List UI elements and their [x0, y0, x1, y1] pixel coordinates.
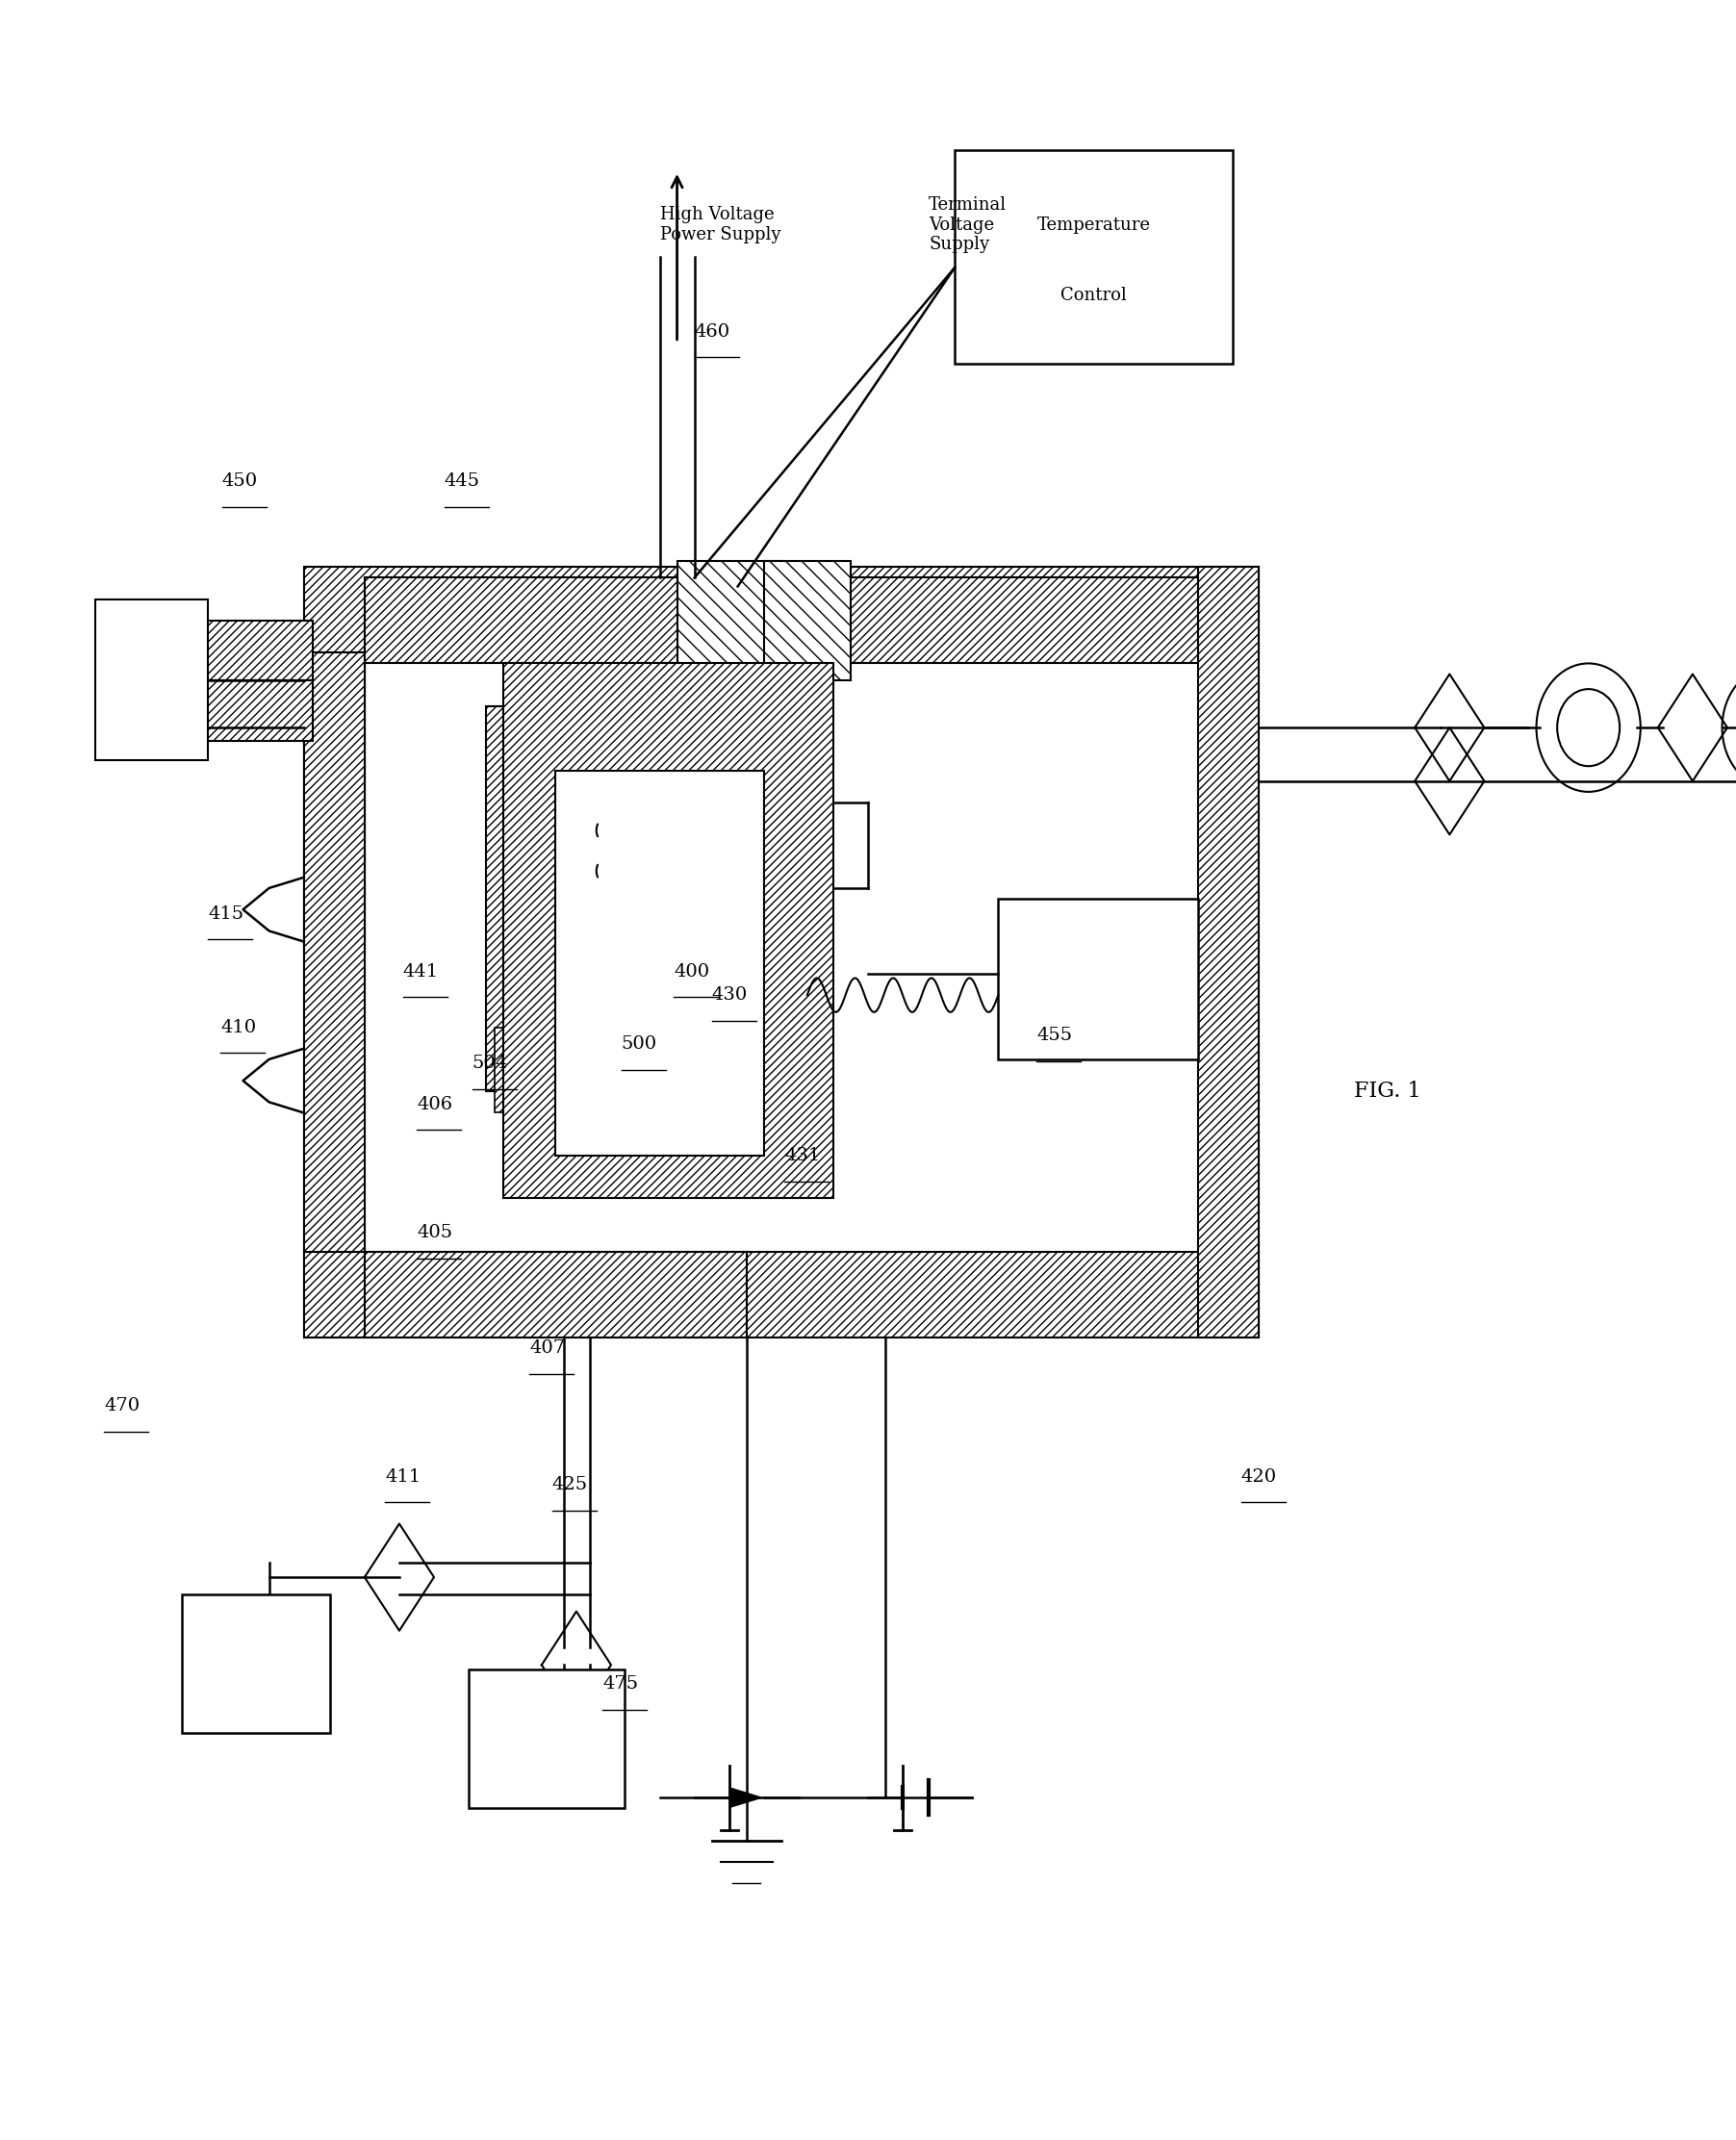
Bar: [503, 663, 833, 1198]
Text: 425: 425: [552, 1477, 589, 1494]
Text: 500: 500: [621, 1036, 658, 1053]
Bar: [200, 681, 312, 740]
Text: 400: 400: [674, 963, 710, 980]
Bar: [486, 706, 799, 1091]
Bar: [365, 578, 1198, 663]
Text: 445: 445: [444, 473, 481, 490]
Bar: [304, 653, 365, 1338]
Polygon shape: [729, 1787, 764, 1808]
Bar: [200, 621, 312, 681]
Bar: [556, 770, 764, 1156]
Bar: [521, 760, 729, 1059]
Bar: [304, 653, 365, 952]
Circle shape: [1557, 689, 1620, 766]
Text: 470: 470: [104, 1397, 141, 1415]
Text: 406: 406: [417, 1096, 453, 1113]
Text: High Voltage
Power Supply: High Voltage Power Supply: [660, 205, 781, 244]
Text: 455: 455: [1036, 1027, 1073, 1044]
Bar: [1198, 567, 1259, 1338]
Bar: [764, 561, 851, 681]
Text: 431: 431: [785, 1147, 821, 1164]
Bar: [599, 1027, 703, 1113]
Bar: [182, 1594, 330, 1733]
Bar: [304, 567, 1259, 653]
Circle shape: [1722, 668, 1736, 788]
Bar: [955, 150, 1233, 364]
Text: Terminal
Voltage
Supply: Terminal Voltage Supply: [929, 197, 1007, 253]
Text: Temperature: Temperature: [1036, 216, 1151, 233]
Bar: [998, 899, 1198, 1059]
Text: 411: 411: [385, 1468, 422, 1485]
Text: 450: 450: [222, 473, 259, 490]
Text: 407: 407: [529, 1340, 566, 1357]
Text: 415: 415: [208, 905, 245, 922]
Bar: [95, 599, 208, 760]
Bar: [556, 802, 712, 1038]
Text: 460: 460: [694, 323, 731, 340]
Bar: [365, 1252, 746, 1338]
Bar: [304, 1252, 1259, 1338]
Bar: [469, 1669, 625, 1808]
Text: 475: 475: [602, 1676, 639, 1693]
Text: FIG. 1: FIG. 1: [1354, 1081, 1422, 1102]
Bar: [495, 1027, 547, 1113]
Text: 430: 430: [712, 987, 748, 1004]
Text: Control: Control: [1061, 287, 1127, 304]
Bar: [677, 561, 781, 681]
Bar: [304, 653, 365, 1252]
Text: 405: 405: [417, 1224, 453, 1241]
Text: 441: 441: [403, 963, 439, 980]
Text: 420: 420: [1241, 1468, 1278, 1485]
Circle shape: [1536, 663, 1641, 792]
Text: 504: 504: [472, 1055, 509, 1072]
Text: 410: 410: [220, 1019, 257, 1036]
